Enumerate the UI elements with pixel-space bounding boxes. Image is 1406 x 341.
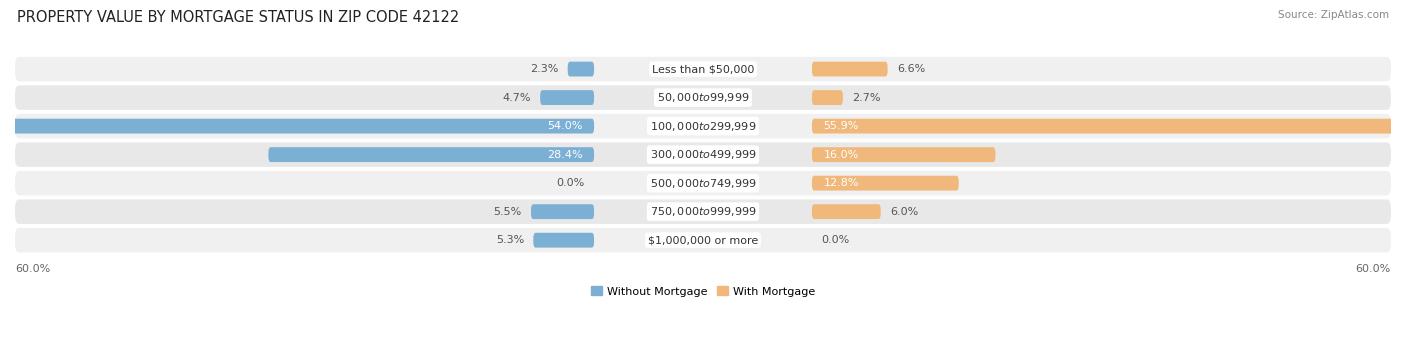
FancyBboxPatch shape [811,62,887,76]
FancyBboxPatch shape [15,199,1391,224]
Text: 55.9%: 55.9% [824,121,859,131]
Text: 60.0%: 60.0% [15,264,51,275]
Text: 2.3%: 2.3% [530,64,558,74]
FancyBboxPatch shape [811,147,995,162]
Text: 2.7%: 2.7% [852,93,880,103]
Text: 16.0%: 16.0% [824,150,859,160]
Text: Less than $50,000: Less than $50,000 [652,64,754,74]
FancyBboxPatch shape [15,85,1391,110]
Text: 12.8%: 12.8% [824,178,859,188]
FancyBboxPatch shape [269,147,595,162]
Text: 5.5%: 5.5% [494,207,522,217]
FancyBboxPatch shape [533,233,595,248]
FancyBboxPatch shape [540,90,595,105]
Text: 6.0%: 6.0% [890,207,918,217]
Text: $500,000 to $749,999: $500,000 to $749,999 [650,177,756,190]
FancyBboxPatch shape [15,171,1391,195]
Text: 0.0%: 0.0% [821,235,849,245]
Text: 60.0%: 60.0% [1355,264,1391,275]
Text: 4.7%: 4.7% [502,93,531,103]
FancyBboxPatch shape [811,90,842,105]
Text: 6.6%: 6.6% [897,64,925,74]
Text: $750,000 to $999,999: $750,000 to $999,999 [650,205,756,218]
Text: PROPERTY VALUE BY MORTGAGE STATUS IN ZIP CODE 42122: PROPERTY VALUE BY MORTGAGE STATUS IN ZIP… [17,10,460,25]
FancyBboxPatch shape [15,228,1391,252]
FancyBboxPatch shape [0,119,595,134]
Text: Source: ZipAtlas.com: Source: ZipAtlas.com [1278,10,1389,20]
FancyBboxPatch shape [15,142,1391,167]
Text: 0.0%: 0.0% [557,178,585,188]
Text: 5.3%: 5.3% [496,235,524,245]
FancyBboxPatch shape [15,57,1391,81]
FancyBboxPatch shape [568,62,595,76]
Legend: Without Mortgage, With Mortgage: Without Mortgage, With Mortgage [586,282,820,301]
Text: $1,000,000 or more: $1,000,000 or more [648,235,758,245]
Text: 54.0%: 54.0% [547,121,582,131]
Text: $50,000 to $99,999: $50,000 to $99,999 [657,91,749,104]
Text: 28.4%: 28.4% [547,150,582,160]
Text: $300,000 to $499,999: $300,000 to $499,999 [650,148,756,161]
FancyBboxPatch shape [531,204,595,219]
FancyBboxPatch shape [15,114,1391,138]
Text: $100,000 to $299,999: $100,000 to $299,999 [650,120,756,133]
FancyBboxPatch shape [811,119,1406,134]
FancyBboxPatch shape [811,176,959,191]
FancyBboxPatch shape [811,204,880,219]
